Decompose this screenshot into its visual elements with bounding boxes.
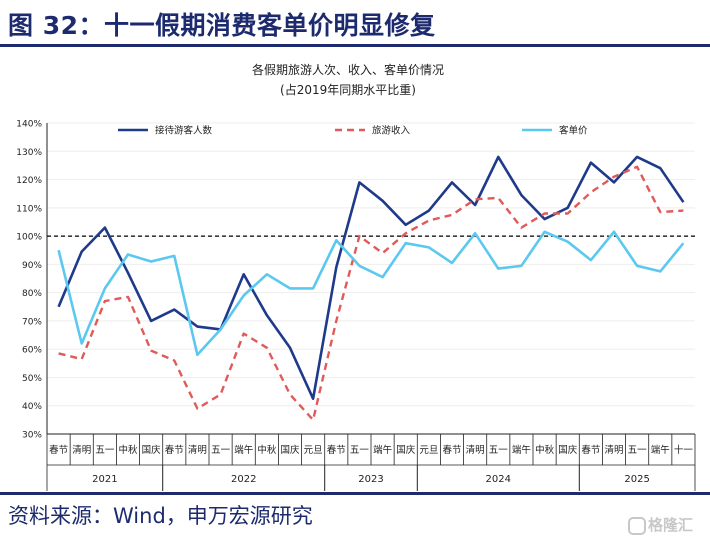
source-note: 资料来源：Wind，申万宏源研究 bbox=[8, 504, 313, 528]
x-tick-label: 春节 bbox=[327, 444, 346, 456]
watermark: 格隆汇 bbox=[628, 514, 693, 535]
chart-title: 各假期旅游人次、收入、客单价情况 bbox=[252, 62, 444, 77]
x-tick-label: 国庆 bbox=[280, 444, 300, 456]
legend-label-1: 旅游收入 bbox=[372, 125, 411, 137]
x-tick-label: 中秋 bbox=[535, 444, 555, 456]
x-tick-label: 春节 bbox=[581, 444, 600, 456]
y-tick-label: 50% bbox=[22, 374, 42, 384]
x-tick-label: 清明 bbox=[604, 444, 623, 456]
x-tick-label: 国庆 bbox=[558, 444, 578, 456]
y-tick-label: 140% bbox=[16, 120, 42, 130]
x-tick-label: 端午 bbox=[512, 444, 531, 456]
year-label: 2025 bbox=[624, 474, 649, 485]
x-tick-label: 元旦 bbox=[419, 445, 438, 456]
year-label: 2024 bbox=[486, 474, 511, 485]
watermark-text: 格隆汇 bbox=[648, 516, 694, 534]
title-rule bbox=[0, 44, 710, 47]
x-tick-label: 春节 bbox=[165, 444, 184, 456]
x-tick-label: 端午 bbox=[651, 444, 670, 456]
legend-label-2: 客单价 bbox=[559, 125, 588, 137]
series-line-2 bbox=[57, 230, 685, 357]
y-tick-label: 60% bbox=[22, 346, 42, 356]
x-tick-label: 国庆 bbox=[396, 444, 416, 456]
y-tick-label: 90% bbox=[22, 261, 42, 271]
watermark-logo-icon bbox=[628, 516, 646, 535]
x-tick-label: 五一 bbox=[350, 445, 370, 456]
year-label: 2023 bbox=[358, 474, 383, 485]
x-tick-label: 元旦 bbox=[304, 445, 323, 456]
series-line-1 bbox=[58, 165, 684, 422]
x-tick-label: 五一 bbox=[628, 445, 648, 456]
figure-title: 图 32：十一假期消费客单价明显修复 bbox=[8, 11, 436, 40]
x-tick-label: 五一 bbox=[211, 445, 231, 456]
legend-label-0: 接待游客人数 bbox=[155, 125, 213, 137]
y-tick-label: 80% bbox=[22, 289, 42, 299]
y-tick-label: 110% bbox=[16, 204, 42, 214]
series-line-0 bbox=[57, 155, 685, 401]
footer-rule bbox=[0, 492, 710, 495]
y-tick-label: 120% bbox=[16, 176, 42, 186]
x-tick-label: 五一 bbox=[489, 445, 509, 456]
x-tick-label: 中秋 bbox=[257, 444, 277, 456]
x-tick-label: 清明 bbox=[466, 444, 485, 456]
year-label: 2022 bbox=[231, 474, 256, 485]
x-tick-label: 清明 bbox=[188, 444, 207, 456]
x-tick-label: 春节 bbox=[442, 444, 461, 456]
x-tick-label: 中秋 bbox=[118, 444, 138, 456]
x-tick-label: 端午 bbox=[234, 444, 253, 456]
x-tick-label: 清明 bbox=[72, 444, 91, 456]
y-tick-label: 130% bbox=[16, 148, 42, 158]
y-tick-label: 100% bbox=[16, 233, 42, 243]
x-tick-label: 端午 bbox=[373, 444, 392, 456]
line-chart: 各假期旅游人次、收入、客单价情况 (占2019年同期水平比重) 30% 40% 50… bbox=[16, 62, 696, 491]
y-tick-label: 40% bbox=[22, 402, 42, 412]
y-tick-label: 30% bbox=[22, 431, 42, 441]
chart-subtitle: (占2019年同期水平比重) bbox=[280, 82, 416, 97]
y-tick-label: 70% bbox=[22, 317, 42, 327]
x-tick-label: 春节 bbox=[49, 444, 68, 456]
x-tick-label: 国庆 bbox=[142, 444, 162, 456]
year-label: 2021 bbox=[92, 474, 117, 485]
x-tick-label: 十一 bbox=[674, 444, 694, 456]
x-tick-label: 五一 bbox=[95, 445, 115, 456]
